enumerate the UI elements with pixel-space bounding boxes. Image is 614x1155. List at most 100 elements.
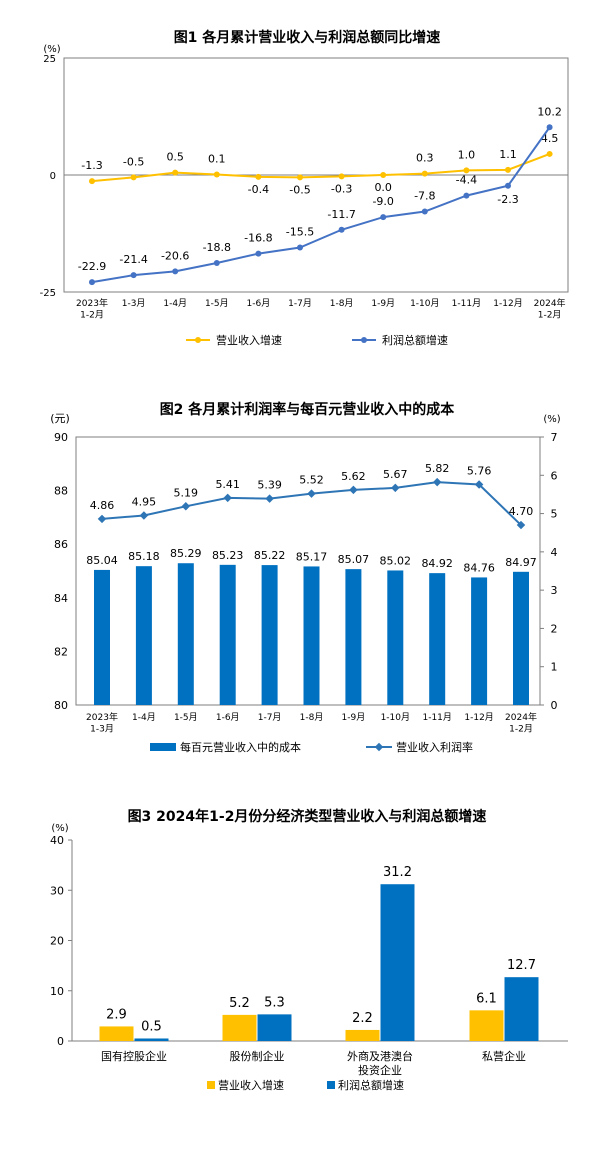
chart2-line-point [223, 493, 232, 503]
chart1-data-label: -16.8 [244, 232, 272, 245]
chart1-data-label: 1.1 [499, 148, 517, 161]
chart2-y-tick-left: 90 [54, 431, 68, 444]
chart1-point [338, 173, 345, 180]
chart2-line-label: 5.19 [174, 486, 199, 499]
chart1-data-label: -15.5 [286, 226, 314, 239]
chart2-x-tick: 1-11月 [422, 712, 451, 723]
chart1-data-label: -4.4 [456, 174, 477, 187]
chart1-data-label: -0.5 [123, 155, 144, 168]
chart2-x-tick: 1-12月 [464, 712, 493, 723]
chart1-x-tick: 1-5月 [205, 298, 229, 309]
chart1-data-label: 0.1 [208, 153, 226, 166]
chart1-point [463, 192, 470, 199]
chart2-x-tick: 1-7月 [258, 712, 282, 723]
chart2-bar [177, 563, 194, 705]
chart2-x-tick: 1-6月 [216, 712, 240, 723]
chart3-legend-label: 利润总额增速 [338, 1078, 404, 1092]
chart2-line-point [349, 485, 358, 495]
chart2-y-tick-left: 84 [54, 592, 68, 605]
chart2-line-point [265, 494, 274, 503]
chart2-line-label: 5.82 [425, 462, 450, 475]
chart1-point [172, 169, 179, 176]
chart2-y-tick-right: 2 [551, 622, 558, 635]
chart1-data-label: 10.2 [537, 105, 562, 118]
chart1-data-label: 0.0 [374, 181, 392, 194]
chart1-x-tick: 1-10月 [410, 298, 439, 309]
chart1-point [421, 170, 428, 177]
chart2-x-tick: 1-8月 [300, 712, 324, 723]
chart1-y-tick: -25 [40, 288, 56, 299]
chart1-point [338, 226, 345, 233]
chart1-data-label: -11.7 [327, 208, 355, 221]
chart1-legend-marker [361, 337, 367, 343]
chart2-legend-label: 每百元营业收入中的成本 [180, 740, 301, 754]
chart1-x-tick: 1-12月 [493, 298, 522, 309]
chart1-point [421, 208, 428, 215]
chart2-line-point [516, 520, 526, 530]
chart3-y-tick: 30 [50, 884, 64, 897]
chart1-point [172, 268, 179, 275]
chart1-point [130, 272, 137, 279]
chart2-x-tick: 1-4月 [132, 712, 156, 723]
chart1-data-label: 1.0 [458, 148, 476, 161]
chart2-bar-label: 85.23 [212, 549, 244, 562]
chart3-y-unit: (%) [51, 823, 68, 834]
chart2-legend-bar-swatch [150, 743, 176, 751]
chart3-x-tick: 国有控股企业 [101, 1049, 167, 1063]
chart2-y-tick-right: 0 [551, 699, 558, 712]
chart2-bar [94, 569, 110, 705]
chart1-legend-label: 营业收入增速 [216, 333, 282, 347]
chart1-point [546, 124, 553, 131]
chart3-bar-label: 2.9 [106, 1007, 127, 1022]
chart1-point [130, 174, 137, 181]
chart3-bar-label: 31.2 [383, 865, 412, 880]
chart1-data-label: -20.6 [161, 249, 189, 262]
chart2-y-tick-right: 3 [551, 584, 558, 597]
chart2-y-tick-left: 86 [54, 538, 68, 551]
chart1-x-tick: 2024年 1-2月 [534, 297, 566, 320]
chart2-bar [513, 571, 529, 705]
chart2-bar-label: 84.92 [421, 557, 453, 570]
chart2-line-label: 4.95 [132, 495, 157, 508]
chart1-x-tick: 1-4月 [163, 298, 187, 309]
chart2-line-point [474, 480, 484, 489]
chart2-bar [429, 573, 446, 705]
chart2-bar-label: 85.17 [296, 550, 328, 563]
chart1-x-tick: 1-9月 [371, 298, 395, 309]
chart1-point [546, 150, 553, 157]
chart1-legend-label: 利润总额增速 [382, 333, 448, 347]
chart3-bar-label: 6.1 [476, 991, 497, 1006]
chart2-bar-label: 84.76 [463, 561, 495, 574]
chart2-line-point [97, 514, 107, 524]
chart3-bar-label: 5.2 [229, 996, 250, 1011]
chart1-point [89, 178, 95, 185]
chart3-bar-label: 2.2 [352, 1011, 373, 1026]
chart2-line-label: 5.41 [215, 478, 240, 491]
chart2-bar [219, 564, 236, 705]
chart2-y-tick-right: 6 [551, 469, 558, 482]
chart1-point [255, 173, 262, 180]
chart2-bar-label: 85.29 [170, 547, 202, 560]
chart2-bar [387, 570, 404, 705]
chart1-title: 图1 各月累计营业收入与利润总额同比增速 [174, 29, 441, 46]
chart1-data-label: -9.0 [372, 195, 393, 208]
chart2-title: 图2 各月累计利润率与每百元营业收入中的成本 [160, 401, 456, 418]
chart1-y-tick: 25 [43, 54, 56, 65]
chart2-y-unit-left: (元) [50, 412, 70, 425]
chart3-bar-label: 5.3 [264, 995, 285, 1010]
chart3-bar-label: 12.7 [507, 958, 536, 973]
chart3-bar [469, 1010, 504, 1041]
chart3-bar [345, 1029, 380, 1041]
chart2-bar-label: 84.97 [505, 556, 537, 569]
chart3-y-tick: 10 [50, 985, 64, 998]
chart1-y-tick: 0 [50, 171, 56, 182]
chart2-x-tick: 2023年 1-3月 [86, 711, 118, 734]
chart2-y-tick-right: 5 [551, 508, 558, 521]
chart1-x-tick: 1-6月 [247, 298, 271, 309]
chart1-legend-marker [195, 337, 201, 343]
chart1-point [213, 171, 220, 178]
chart1-x-tick: 1-11月 [452, 298, 481, 309]
chart2-line-point [307, 489, 316, 498]
chart3-bar [222, 1014, 257, 1041]
chart2-y-tick-left: 82 [54, 645, 68, 658]
